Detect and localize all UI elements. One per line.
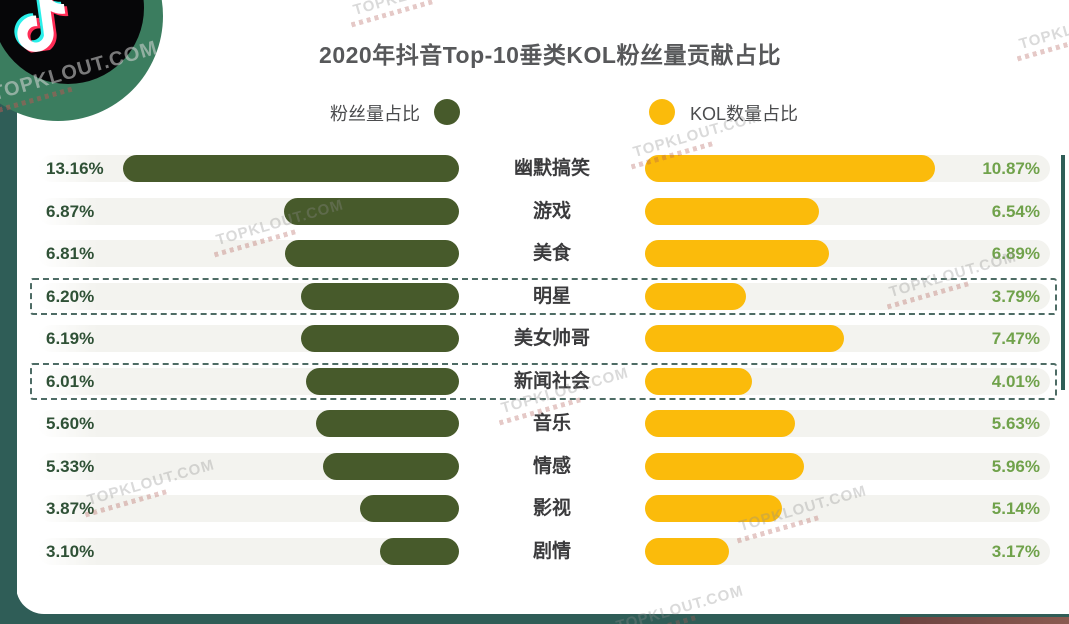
fan-share-zone: 5.60% xyxy=(38,410,459,437)
kol-share-value: 3.79% xyxy=(991,286,1040,306)
chart-row: 6.81% 美食 6.89% xyxy=(0,232,1069,275)
kol-share-bar xyxy=(645,282,746,310)
fan-share-zone: 13.16% xyxy=(38,155,459,182)
legend-kol-share-dot-icon xyxy=(649,99,675,125)
kol-share-bar xyxy=(645,495,782,522)
fan-share-value: 3.87% xyxy=(46,499,95,518)
kol-share-value: 7.47% xyxy=(991,329,1040,348)
chart-row: 6.87% 游戏 6.54% xyxy=(0,190,1069,233)
category-label: 美女帅哥 xyxy=(513,328,590,349)
fan-share-zone: 6.20% xyxy=(38,282,459,310)
fan-share-bar xyxy=(301,325,459,352)
legend-kol-share-label: KOL数量占比 xyxy=(690,104,799,124)
chart-row: 5.60% 音乐 5.63% xyxy=(0,402,1069,445)
kol-share-value: 5.96% xyxy=(991,456,1040,476)
kol-share-bar xyxy=(645,155,935,182)
fan-share-bar xyxy=(300,282,459,310)
fan-share-value: 3.10% xyxy=(46,541,95,561)
fan-share-bar xyxy=(305,367,459,395)
kol-share-value: 5.14% xyxy=(991,499,1040,518)
bottom-right-accent-bar xyxy=(900,617,1069,624)
category-label: 新闻社会 xyxy=(513,370,590,392)
kol-share-value: 6.54% xyxy=(991,201,1040,221)
chart-title: 2020年抖音Top-10垂类KOL粉丝量贡献占比 xyxy=(319,42,781,68)
chart-row: 6.19% 美女帅哥 7.47% xyxy=(0,317,1069,360)
kol-share-zone: 3.79% xyxy=(645,282,1050,310)
fan-share-zone: 6.87% xyxy=(38,197,459,225)
fan-share-value: 5.60% xyxy=(46,414,95,433)
fan-share-value: 13.16% xyxy=(46,159,104,178)
fan-share-bar xyxy=(316,410,459,437)
fan-share-zone: 3.10% xyxy=(38,537,459,565)
legend-fan-share-dot-icon xyxy=(434,99,460,125)
fan-share-value: 5.33% xyxy=(46,456,95,476)
fan-share-value: 6.19% xyxy=(46,329,95,348)
fan-share-zone: 5.33% xyxy=(38,452,459,480)
category-label: 情感 xyxy=(532,455,571,477)
kol-share-bar xyxy=(645,452,804,480)
fan-share-zone: 6.19% xyxy=(38,325,459,352)
highlight-dashed-box xyxy=(30,362,1057,400)
kol-share-zone: 6.89% xyxy=(645,240,1050,267)
fan-share-bar xyxy=(323,452,459,480)
fan-share-value: 6.81% xyxy=(46,244,95,263)
highlight-dashed-box xyxy=(30,277,1057,315)
chart-row: 13.16% 幽默搞笑 10.87% xyxy=(0,147,1069,190)
chart-row: 5.33% 情感 5.96% xyxy=(0,445,1069,488)
kol-share-bar xyxy=(645,240,829,267)
fan-share-value: 6.87% xyxy=(46,201,95,221)
category-label: 游戏 xyxy=(532,200,571,222)
chart-row: 6.20% 明星 3.79% xyxy=(0,275,1069,318)
fan-share-bar xyxy=(285,240,459,267)
kol-share-bar xyxy=(645,197,820,225)
kol-share-zone: 10.87% xyxy=(645,155,1050,182)
category-label: 影视 xyxy=(532,498,571,519)
kol-share-zone: 5.96% xyxy=(645,452,1050,480)
kol-share-value: 3.17% xyxy=(991,541,1040,561)
kol-share-zone: 4.01% xyxy=(645,367,1050,395)
chart-row: 3.10% 剧情 3.17% xyxy=(0,530,1069,573)
kol-share-zone: 6.54% xyxy=(645,197,1050,225)
kol-share-zone: 3.17% xyxy=(645,537,1050,565)
fan-share-bar xyxy=(123,155,459,182)
kol-share-zone: 7.47% xyxy=(645,325,1050,352)
fan-share-value: 6.20% xyxy=(46,286,95,306)
tiktok-note-icon xyxy=(14,0,69,55)
kol-share-bar xyxy=(645,367,752,395)
category-label: 音乐 xyxy=(532,413,571,434)
category-label: 明星 xyxy=(532,285,571,307)
fan-share-zone: 6.01% xyxy=(38,367,459,395)
kol-share-value: 6.89% xyxy=(991,244,1040,263)
left-edge-accent-bar xyxy=(0,98,17,624)
fan-share-bar xyxy=(283,197,459,225)
fan-share-bar xyxy=(360,495,459,522)
kol-share-bar xyxy=(645,537,730,565)
kol-share-value: 5.63% xyxy=(991,414,1040,433)
kol-share-bar xyxy=(645,325,845,352)
kol-share-zone: 5.14% xyxy=(645,495,1050,522)
kol-share-bar xyxy=(645,410,795,437)
legend-fan-share-label: 粉丝量占比 xyxy=(330,104,420,124)
chart-row: 6.01% 新闻社会 4.01% xyxy=(0,360,1069,403)
fan-share-bar xyxy=(379,537,459,565)
kol-share-zone: 5.63% xyxy=(645,410,1050,437)
kol-share-value: 10.87% xyxy=(982,159,1040,178)
category-label: 剧情 xyxy=(532,540,571,562)
category-label: 幽默搞笑 xyxy=(513,158,590,179)
bottom-edge-accent-bar xyxy=(0,614,1069,624)
fan-share-zone: 3.87% xyxy=(38,495,459,522)
right-edge-accent-bar xyxy=(1061,155,1065,390)
fan-share-value: 6.01% xyxy=(46,371,95,391)
chart-row: 3.87% 影视 5.14% xyxy=(0,487,1069,530)
fan-share-zone: 6.81% xyxy=(38,240,459,267)
kol-share-value: 4.01% xyxy=(991,371,1040,391)
category-label: 美食 xyxy=(532,243,571,264)
